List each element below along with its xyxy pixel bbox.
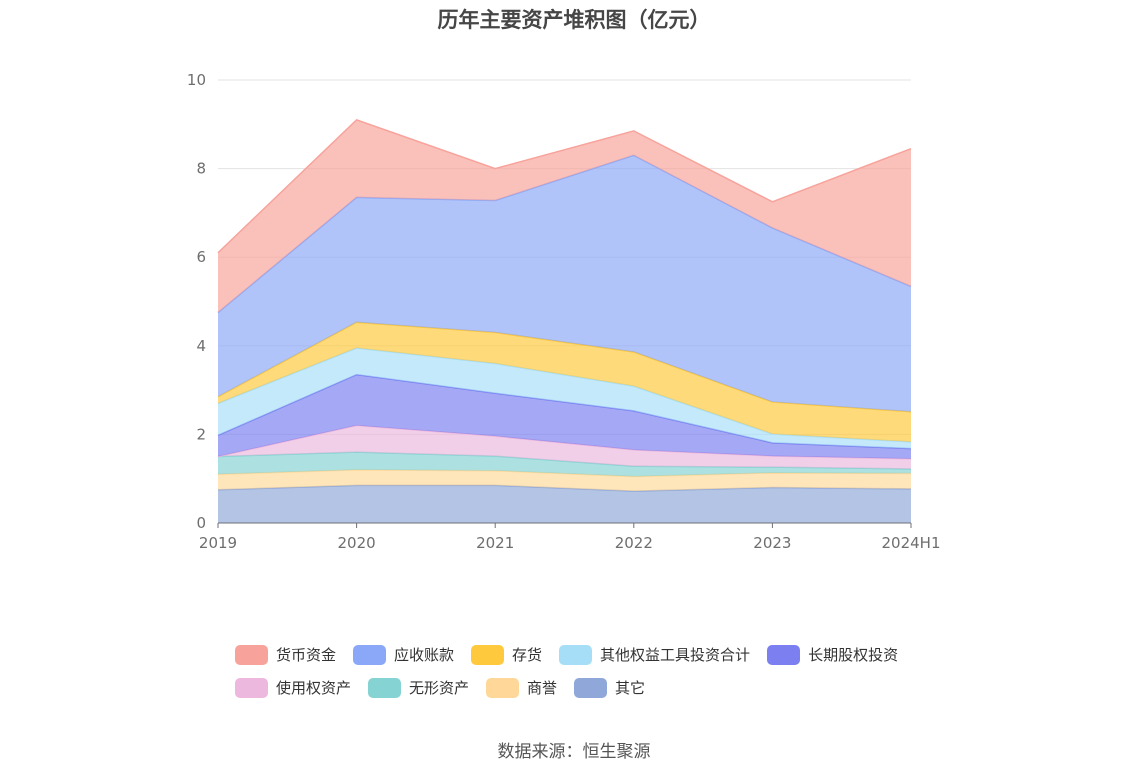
- chart-title: 历年主要资产堆积图（亿元）: [437, 8, 711, 32]
- y-tick-label: 10: [187, 71, 206, 89]
- legend-item-5[interactable]: 其他权益工具投资合计: [559, 644, 750, 665]
- x-tick-label: 2024H1: [882, 534, 941, 552]
- legend-swatch: [368, 677, 402, 698]
- x-tick-label: 2022: [615, 534, 653, 552]
- legend-label: 货币资金: [276, 646, 337, 664]
- legend-label: 其它: [615, 679, 646, 697]
- y-tick-label: 6: [196, 248, 206, 266]
- legend-label: 存货: [512, 646, 543, 664]
- legend-item-4[interactable]: 长期股权投资: [767, 644, 898, 665]
- legend-item-1[interactable]: 商誉: [486, 677, 557, 698]
- legend-row: 使用权资产 无形资产 商誉 其它: [235, 671, 955, 704]
- legend-swatch: [353, 644, 387, 665]
- legend-item-6[interactable]: 存货: [471, 644, 542, 665]
- legend-item-8[interactable]: 货币资金: [235, 644, 336, 665]
- legend-swatch: [574, 677, 608, 698]
- legend-label: 应收账款: [394, 646, 455, 664]
- area-series-top-line-8: [217, 119, 912, 254]
- x-tick-label: 2021: [476, 534, 514, 552]
- legend-swatch: [767, 644, 801, 665]
- area-series-2[interactable]: [218, 452, 911, 477]
- legend-row: 货币资金 应收账款 存货 其他权益工具投资合计 长期股权投资: [235, 638, 955, 671]
- legend: 货币资金 应收账款 存货 其他权益工具投资合计 长期股权投资使用权资产 无形资产 商誉 其它: [235, 638, 955, 704]
- area-series-3[interactable]: [218, 425, 911, 469]
- y-tick-label: 4: [196, 337, 206, 355]
- area-series-top-line-4: [217, 373, 912, 450]
- legend-item-7[interactable]: 应收账款: [353, 644, 454, 665]
- axes: 0 2 4 6 8 10 2019 2020 2021 2022 2023 2024H1: [187, 71, 941, 552]
- legend-item-0[interactable]: 其它: [574, 677, 645, 698]
- legend-label: 其他权益工具投资合计: [600, 646, 751, 664]
- legend-label: 长期股权投资: [808, 646, 899, 664]
- area-series-5[interactable]: [218, 348, 911, 449]
- area-series-6[interactable]: [218, 322, 911, 442]
- legend-item-3[interactable]: 使用权资产: [235, 677, 351, 698]
- stacked-area-chart: 0 2 4 6 8 10 2019 2020 2021 2022 2023 2024H1: [187, 71, 941, 552]
- legend-swatch: [471, 644, 505, 665]
- legend-swatch: [235, 644, 268, 665]
- legend-swatch: [559, 644, 593, 665]
- legend-label: 无形资产: [409, 679, 470, 697]
- legend-item-2[interactable]: 无形资产: [368, 677, 469, 698]
- x-tick-label: 2020: [338, 534, 376, 552]
- legend-swatch: [235, 677, 268, 698]
- area-series-0[interactable]: [218, 485, 911, 523]
- area-series-layer: [217, 119, 912, 523]
- area-series-4[interactable]: [218, 374, 911, 459]
- legend-label: 使用权资产: [276, 679, 352, 697]
- legend-label: 商誉: [527, 679, 558, 697]
- area-series-1[interactable]: [218, 469, 911, 492]
- legend-swatch: [486, 677, 520, 698]
- area-series-7[interactable]: [218, 155, 911, 412]
- area-series-8[interactable]: [218, 119, 911, 313]
- y-tick-label: 0: [196, 514, 206, 532]
- y-tick-label: 2: [196, 425, 206, 443]
- x-tick-label: 2023: [753, 534, 791, 552]
- y-tick-label: 8: [196, 160, 206, 178]
- x-tick-label: 2019: [199, 534, 237, 552]
- source-note: 数据来源：恒生聚源: [497, 742, 651, 762]
